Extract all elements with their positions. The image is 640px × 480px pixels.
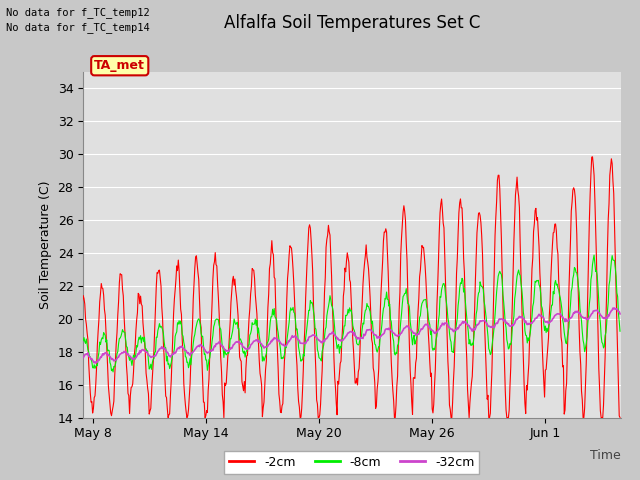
Y-axis label: Soil Temperature (C): Soil Temperature (C) (39, 180, 52, 309)
Legend: -2cm, -8cm, -32cm: -2cm, -8cm, -32cm (225, 451, 479, 474)
Text: Time: Time (590, 449, 621, 462)
Text: Alfalfa Soil Temperatures Set C: Alfalfa Soil Temperatures Set C (224, 14, 480, 33)
Text: No data for f_TC_temp14: No data for f_TC_temp14 (6, 22, 150, 33)
Text: No data for f_TC_temp12: No data for f_TC_temp12 (6, 7, 150, 18)
Text: TA_met: TA_met (94, 59, 145, 72)
